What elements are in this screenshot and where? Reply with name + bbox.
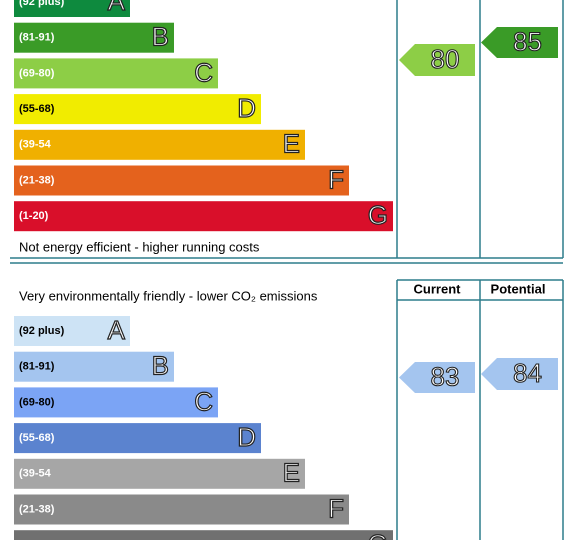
band-range: (39-54 bbox=[19, 468, 52, 480]
band-bar bbox=[14, 165, 349, 196]
band-letter: E bbox=[283, 458, 300, 488]
band-letter: F bbox=[328, 164, 344, 194]
band-range: (55-68) bbox=[19, 103, 55, 115]
band-range: (81-91) bbox=[19, 32, 55, 44]
band-range: (92 plus) bbox=[19, 0, 65, 8]
rating-arrow bbox=[481, 358, 558, 390]
band-bar bbox=[14, 423, 261, 454]
rating-value: 84 bbox=[513, 358, 542, 388]
band-bar bbox=[14, 22, 174, 53]
band-letter: G bbox=[368, 529, 388, 540]
band-letter: B bbox=[152, 22, 169, 52]
band-letter: A bbox=[108, 0, 126, 16]
band-range: (69-80) bbox=[19, 67, 55, 79]
band-letter: D bbox=[237, 422, 256, 452]
band-range: (21-38) bbox=[19, 503, 55, 515]
band-letter: A bbox=[108, 315, 126, 345]
band-bar bbox=[14, 458, 305, 489]
rating-value: 85 bbox=[513, 26, 542, 56]
band-range: (21-38) bbox=[19, 174, 55, 186]
band-bar bbox=[14, 351, 174, 382]
band-bar bbox=[14, 316, 130, 346]
band-range: (69-80) bbox=[19, 396, 55, 408]
rating-value: 83 bbox=[431, 361, 460, 391]
band-letter: G bbox=[368, 200, 388, 230]
band-range: (92 plus) bbox=[19, 325, 65, 337]
band-bar bbox=[14, 58, 218, 89]
band-range: (1-20) bbox=[19, 210, 49, 222]
band-letter: C bbox=[194, 386, 213, 416]
band-bar bbox=[14, 387, 218, 418]
band-range: (39-54 bbox=[19, 139, 52, 151]
band-letter: E bbox=[283, 129, 300, 159]
band-bar bbox=[14, 94, 261, 125]
rating-arrow bbox=[399, 44, 475, 76]
header-text: Very environmentally friendly - lower CO… bbox=[19, 288, 318, 303]
frames bbox=[10, 0, 564, 540]
band-letter: F bbox=[328, 493, 344, 523]
rating-arrow bbox=[399, 362, 475, 393]
band-bar bbox=[14, 129, 305, 160]
footer-text: Not energy efficient - higher running co… bbox=[19, 239, 260, 254]
band-letter: C bbox=[194, 57, 213, 87]
band-bar bbox=[14, 530, 393, 540]
band-bar bbox=[14, 494, 349, 525]
column-header: Potential bbox=[491, 281, 546, 296]
band-bar bbox=[14, 0, 130, 17]
band-bar bbox=[14, 201, 393, 232]
band-range: (81-91) bbox=[19, 361, 55, 373]
column-header: Current bbox=[414, 281, 462, 296]
rating-value: 80 bbox=[431, 44, 460, 74]
band-letter: B bbox=[152, 351, 169, 381]
band-range: (55-68) bbox=[19, 432, 55, 444]
rating-arrow bbox=[481, 27, 558, 58]
band-letter: D bbox=[237, 93, 256, 123]
